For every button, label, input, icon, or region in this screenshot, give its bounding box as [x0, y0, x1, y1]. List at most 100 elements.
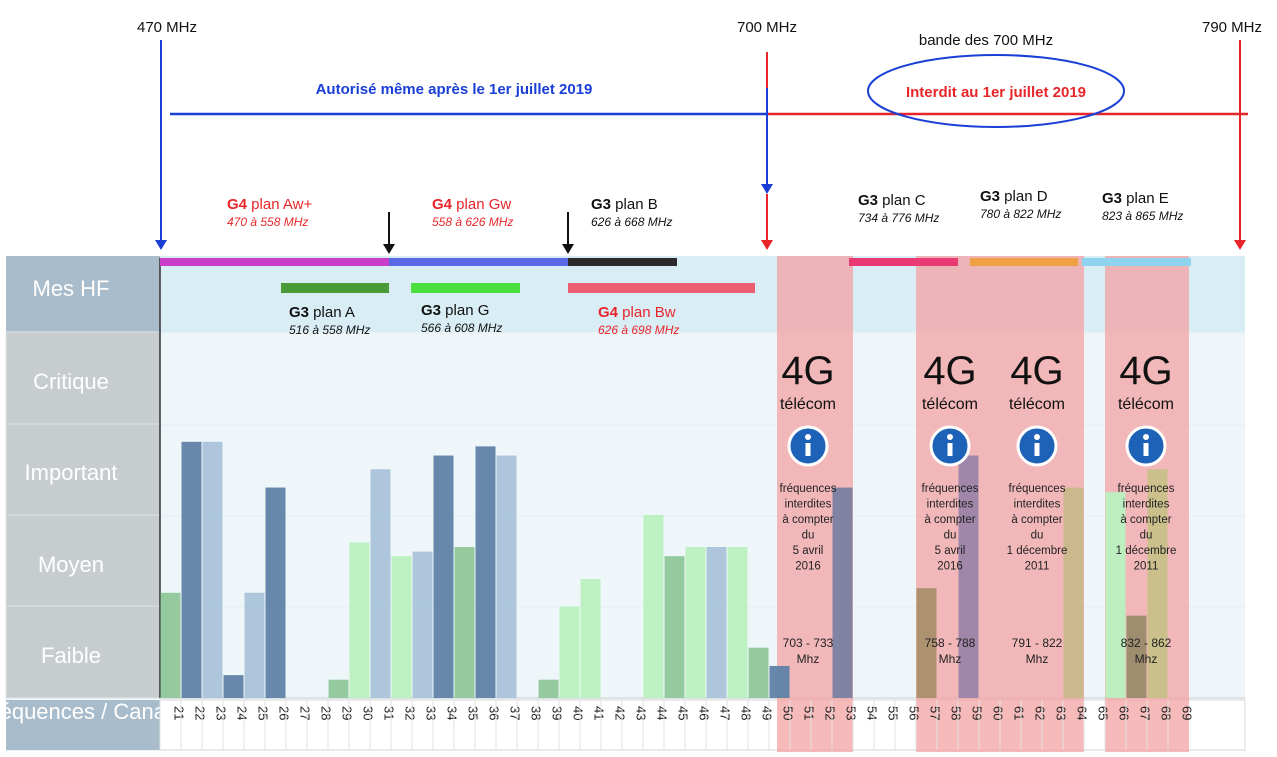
tick-label-24: 24 [235, 706, 250, 720]
tick-label-36: 36 [487, 706, 502, 720]
tick-label-31: 31 [382, 706, 397, 720]
bar-ch-48 [727, 547, 748, 698]
sidebar-label-mes-hf: Mes HF [33, 276, 110, 301]
tick-label-39: 39 [550, 706, 565, 720]
freq-marker-label: 470 MHz [137, 19, 197, 36]
bar-ch-23 [202, 441, 223, 698]
bar-ch-24 [223, 675, 244, 698]
info-icon-dot [1143, 434, 1149, 440]
tick-label-48: 48 [739, 706, 754, 720]
bar-ch-25 [244, 592, 265, 698]
bar-ch-39 [538, 679, 559, 698]
plan-range-top: 734 à 776 MHz [858, 211, 939, 225]
tick-label-58: 58 [949, 706, 964, 720]
tick-label-44: 44 [655, 706, 670, 720]
freq-marker-label: 790 MHz [1202, 19, 1262, 36]
bar-ch-53 [832, 487, 853, 698]
plan-label-top: G3 plan E [1102, 190, 1169, 207]
tick-label-42: 42 [613, 706, 628, 720]
bar-ch-67 [1126, 615, 1147, 698]
tick-label-54: 54 [865, 706, 880, 720]
arrow-626-head [562, 244, 574, 254]
tick-label-43: 43 [634, 706, 649, 720]
sidebar-axis-cell [6, 700, 160, 750]
block-note-line: fréquences [1009, 483, 1066, 495]
plan-strip [568, 258, 677, 266]
tick-label-40: 40 [571, 706, 586, 720]
block-range: 703 - 733 [783, 636, 834, 650]
tick-label-45: 45 [676, 706, 691, 720]
bar-ch-40 [559, 606, 580, 698]
block-unit: Mhz [1026, 652, 1049, 666]
block-note-line: interdites [927, 499, 974, 511]
bar-ch-30 [349, 542, 370, 698]
block-note-line: à compter [924, 514, 975, 526]
info-icon-dot [805, 434, 811, 440]
bar-ch-32 [391, 556, 412, 698]
sidebar-level-cell [5, 605, 161, 699]
sidebar-label-important: Important [25, 460, 118, 485]
tick-label-56: 56 [907, 706, 922, 720]
tick-label-67: 67 [1138, 706, 1153, 720]
block-note-line: à compter [1011, 514, 1062, 526]
tick-label-21: 21 [172, 706, 187, 720]
plan-label-bottom: G3 plan G [421, 302, 489, 319]
arrow-790-head [1234, 240, 1246, 250]
bar-ch-44 [643, 515, 664, 698]
info-icon-stem [805, 443, 811, 456]
sidebar-label-moyen: Moyen [38, 552, 104, 577]
plan-label-bottom: G4 plan Bw [598, 304, 676, 321]
plan-label-top: G3 plan D [980, 188, 1048, 205]
plan-range-top: 626 à 668 MHz [591, 215, 672, 229]
block-note-line: 1 décembre [1007, 545, 1068, 557]
tick-label-55: 55 [886, 706, 901, 720]
block-note-line: 5 avril [793, 545, 824, 557]
block-subtitle-telecom: télécom [780, 396, 836, 413]
bar-ch-46 [685, 547, 706, 698]
block-note-line: interdites [1123, 499, 1170, 511]
info-icon [787, 425, 829, 467]
plan-range-top: 470 à 558 MHz [227, 215, 308, 229]
block-note-line: à compter [1120, 514, 1171, 526]
tick-label-35: 35 [466, 706, 481, 720]
plan-label-top: G3 plan C [858, 192, 926, 209]
plan-strip [970, 258, 1078, 266]
plan-strip-lower [568, 283, 755, 293]
block-title-4g: 4G [1119, 349, 1172, 393]
bar-ch-57 [916, 588, 937, 698]
tick-label-68: 68 [1159, 706, 1174, 720]
block-subtitle-telecom: télécom [922, 396, 978, 413]
bar-ch-49 [748, 647, 769, 698]
block-range: 791 - 822 [1012, 636, 1063, 650]
sidebar-label-faible: Faible [41, 643, 101, 668]
tick-label-41: 41 [592, 706, 607, 720]
block-note-line: fréquences [780, 483, 837, 495]
forbidden-zone-ellipse [867, 54, 1125, 128]
block-note-line: interdites [785, 499, 832, 511]
block-range: 758 - 788 [925, 636, 976, 650]
plan-label-top: G4 plan Gw [432, 196, 511, 213]
bar-ch-37 [496, 455, 517, 698]
block-range: 832 - 862 [1121, 636, 1172, 650]
bar-ch-21 [160, 592, 181, 698]
arrow-700-red-head [761, 240, 773, 250]
tick-label-49: 49 [760, 706, 775, 720]
tick-label-29: 29 [340, 706, 355, 720]
bar-ch-33 [412, 551, 433, 698]
tick-label-30: 30 [361, 706, 376, 720]
tick-label-28: 28 [319, 706, 334, 720]
bar-ch-29 [328, 679, 349, 698]
tick-label-22: 22 [193, 706, 208, 720]
plan-strip [389, 258, 568, 266]
plan-label-bottom: G3 plan A [289, 304, 355, 321]
info-icon-stem [1143, 443, 1149, 456]
tick-label-62: 62 [1033, 706, 1048, 720]
plan-range-top: 558 à 626 MHz [432, 215, 513, 229]
bar-ch-41 [580, 579, 601, 698]
bar-ch-35 [454, 547, 475, 698]
arrow-700-blue-head [761, 184, 773, 194]
tick-label-26: 26 [277, 706, 292, 720]
sidebar-level-cell [5, 514, 161, 608]
tick-label-63: 63 [1054, 706, 1069, 720]
